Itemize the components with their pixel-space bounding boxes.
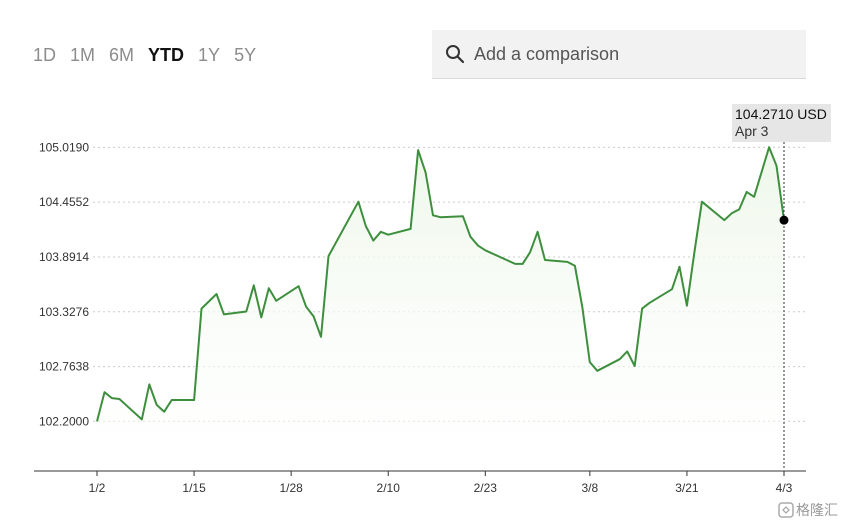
data-point	[700, 200, 704, 204]
data-point	[745, 190, 749, 194]
data-point	[692, 250, 696, 254]
data-point	[678, 265, 682, 269]
data-point	[379, 230, 383, 234]
data-point	[259, 315, 263, 319]
data-point	[573, 264, 577, 268]
series-area	[97, 147, 784, 470]
data-point	[618, 357, 622, 361]
hover-tooltip: 104.2710 USD Apr 3	[732, 104, 831, 142]
search-icon	[444, 43, 466, 65]
data-point	[431, 213, 435, 217]
data-point	[439, 215, 443, 219]
y-tick-label: 104.4552	[39, 195, 89, 209]
data-point	[319, 335, 323, 339]
data-point	[162, 410, 166, 414]
data-point	[147, 382, 151, 386]
data-point	[364, 224, 368, 228]
x-tick-label: 1/2	[89, 481, 106, 495]
y-tick-label: 102.2000	[39, 414, 89, 428]
data-point	[117, 397, 121, 401]
watermark-text: 格隆汇	[796, 502, 838, 518]
data-point	[625, 349, 629, 353]
data-point	[670, 287, 674, 291]
data-point	[461, 214, 465, 218]
data-point	[200, 307, 204, 311]
range-tabs: 1D 1M 6M YTD 1Y 5Y	[33, 44, 270, 66]
tab-6m[interactable]: 6M	[109, 45, 135, 65]
data-point	[476, 243, 480, 247]
data-point	[222, 312, 226, 316]
data-point	[371, 239, 375, 243]
data-point	[640, 307, 644, 311]
data-point	[312, 314, 316, 318]
x-tick-label: 3/21	[675, 481, 699, 495]
data-point	[468, 235, 472, 239]
data-point	[775, 164, 779, 168]
data-point	[215, 292, 219, 296]
tooltip-value: 104.2710 USD	[735, 106, 827, 122]
x-tick-label: 1/28	[279, 481, 303, 495]
data-point	[543, 258, 547, 262]
data-point	[110, 396, 114, 400]
watermark: 格隆汇	[778, 500, 838, 520]
data-point	[730, 211, 734, 215]
data-point	[722, 218, 726, 222]
data-point	[595, 369, 599, 373]
data-point	[513, 262, 517, 266]
data-point	[140, 417, 144, 421]
data-point	[565, 260, 569, 264]
x-tick-label: 1/15	[182, 481, 206, 495]
y-tick-label: 103.3276	[39, 305, 89, 319]
data-point	[580, 306, 584, 310]
tab-1m[interactable]: 1M	[70, 45, 96, 65]
data-point	[424, 171, 428, 175]
data-point	[536, 230, 540, 234]
data-point	[192, 398, 196, 402]
x-tick-label: 2/10	[377, 481, 401, 495]
data-point	[685, 304, 689, 308]
data-point	[483, 248, 487, 252]
data-point	[767, 145, 771, 149]
data-point	[386, 233, 390, 237]
data-point	[252, 283, 256, 287]
data-point	[409, 227, 413, 231]
x-tick-label: 4/3	[776, 481, 793, 495]
data-point	[648, 301, 652, 305]
x-tick-label: 3/8	[582, 481, 599, 495]
data-point	[416, 148, 420, 152]
data-point	[752, 195, 756, 199]
data-point	[103, 390, 107, 394]
comparison-search-input[interactable]	[472, 42, 796, 66]
data-point	[356, 200, 360, 204]
data-point	[521, 262, 525, 266]
y-tick-label: 103.8914	[39, 250, 89, 264]
data-point	[737, 207, 741, 211]
tab-1d[interactable]: 1D	[33, 45, 57, 65]
watermark-logo-icon	[778, 502, 794, 518]
comparison-search-box[interactable]	[432, 30, 806, 79]
data-point	[244, 310, 248, 314]
data-point	[274, 299, 278, 303]
tab-ytd[interactable]: YTD	[148, 45, 185, 65]
y-tick-label: 102.7638	[39, 360, 89, 374]
data-point	[633, 364, 637, 368]
data-point	[155, 403, 159, 407]
tooltip-date: Apr 3	[735, 123, 769, 139]
data-point	[297, 284, 301, 288]
y-tick-label: 105.0190	[39, 140, 89, 154]
data-point	[588, 360, 592, 364]
data-point	[267, 286, 271, 290]
tab-1y[interactable]: 1Y	[198, 45, 221, 65]
data-point	[170, 398, 174, 402]
data-point	[528, 250, 532, 254]
data-point	[304, 305, 308, 309]
data-point	[95, 419, 99, 423]
hover-marker	[779, 215, 789, 225]
tab-5y[interactable]: 5Y	[234, 45, 257, 65]
series-line	[96, 146, 785, 422]
x-tick-label: 2/23	[474, 481, 498, 495]
data-point	[327, 254, 331, 258]
